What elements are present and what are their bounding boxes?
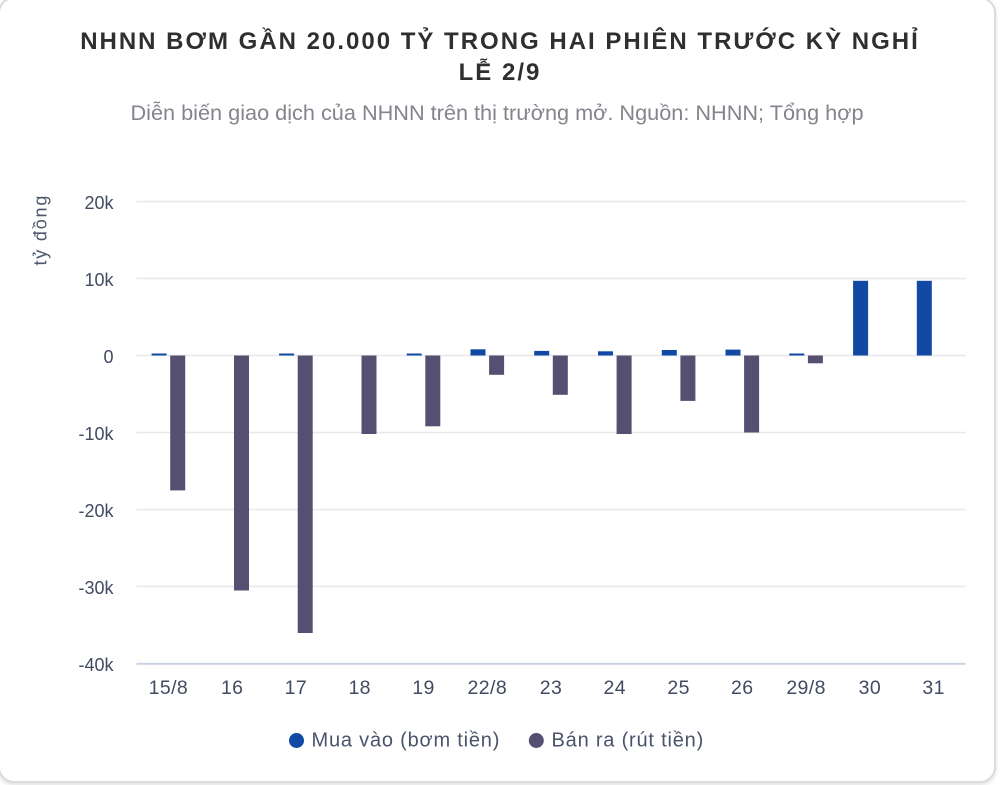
svg-text:-40k: -40k — [78, 655, 114, 675]
svg-text:17: 17 — [285, 677, 308, 699]
svg-text:15/8: 15/8 — [149, 677, 189, 699]
svg-text:24: 24 — [604, 677, 627, 699]
svg-text:29/8: 29/8 — [786, 677, 826, 699]
svg-text:25: 25 — [667, 677, 690, 699]
svg-text:Mua vào (bơm tiền): Mua vào (bơm tiền) — [312, 730, 501, 752]
svg-text:10k: 10k — [84, 270, 114, 290]
svg-text:-30k: -30k — [78, 578, 114, 598]
svg-text:16: 16 — [221, 677, 244, 699]
svg-text:0: 0 — [103, 347, 113, 367]
svg-text:20k: 20k — [84, 193, 114, 213]
svg-text:-10k: -10k — [78, 424, 114, 444]
svg-text:26: 26 — [731, 677, 754, 699]
svg-text:-20k: -20k — [78, 501, 114, 521]
svg-text:Bán ra (rút tiền): Bán ra (rút tiền) — [552, 730, 705, 752]
svg-text:18: 18 — [348, 677, 371, 699]
svg-text:22/8: 22/8 — [468, 677, 508, 699]
svg-text:30: 30 — [859, 677, 882, 699]
svg-text:19: 19 — [412, 677, 435, 699]
svg-text:tỷ đồng: tỷ đồng — [31, 194, 51, 266]
svg-text:23: 23 — [540, 677, 563, 699]
svg-text:31: 31 — [922, 677, 945, 699]
